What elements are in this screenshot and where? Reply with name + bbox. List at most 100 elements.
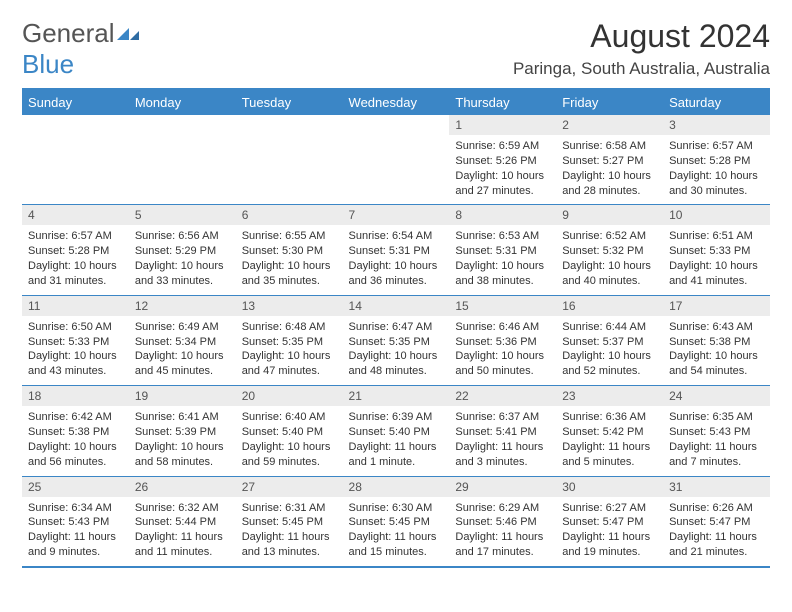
- weekday-header: Sunday: [22, 89, 129, 115]
- day-details: Sunrise: 6:47 AMSunset: 5:35 PMDaylight:…: [343, 316, 450, 385]
- weekday-header: Friday: [556, 89, 663, 115]
- weekday-header: Saturday: [663, 89, 770, 115]
- calendar-cell: 13Sunrise: 6:48 AMSunset: 5:35 PMDayligh…: [236, 295, 343, 385]
- day-details: Sunrise: 6:53 AMSunset: 5:31 PMDaylight:…: [449, 225, 556, 294]
- header: GeneralBlue August 2024 Paringa, South A…: [22, 18, 770, 80]
- day-details: Sunrise: 6:49 AMSunset: 5:34 PMDaylight:…: [129, 316, 236, 385]
- day-number: 8: [449, 205, 556, 225]
- calendar-cell: 23Sunrise: 6:36 AMSunset: 5:42 PMDayligh…: [556, 386, 663, 476]
- calendar-body: 1Sunrise: 6:59 AMSunset: 5:26 PMDaylight…: [22, 115, 770, 567]
- calendar-row: 1Sunrise: 6:59 AMSunset: 5:26 PMDaylight…: [22, 115, 770, 205]
- calendar-cell: 1Sunrise: 6:59 AMSunset: 5:26 PMDaylight…: [449, 115, 556, 205]
- calendar-table: SundayMondayTuesdayWednesdayThursdayFrid…: [22, 88, 770, 568]
- day-number: 9: [556, 205, 663, 225]
- calendar-cell: 10Sunrise: 6:51 AMSunset: 5:33 PMDayligh…: [663, 205, 770, 295]
- day-number: 5: [129, 205, 236, 225]
- day-details: Sunrise: 6:46 AMSunset: 5:36 PMDaylight:…: [449, 316, 556, 385]
- day-number: 26: [129, 477, 236, 497]
- day-number: 11: [22, 296, 129, 316]
- calendar-row: 4Sunrise: 6:57 AMSunset: 5:28 PMDaylight…: [22, 205, 770, 295]
- weekday-header: Tuesday: [236, 89, 343, 115]
- calendar-cell: 7Sunrise: 6:54 AMSunset: 5:31 PMDaylight…: [343, 205, 450, 295]
- calendar-cell: [129, 115, 236, 205]
- day-number: 6: [236, 205, 343, 225]
- day-number: 10: [663, 205, 770, 225]
- day-details: Sunrise: 6:59 AMSunset: 5:26 PMDaylight:…: [449, 135, 556, 204]
- calendar-cell: 14Sunrise: 6:47 AMSunset: 5:35 PMDayligh…: [343, 295, 450, 385]
- calendar-cell: 27Sunrise: 6:31 AMSunset: 5:45 PMDayligh…: [236, 476, 343, 567]
- calendar-cell: 20Sunrise: 6:40 AMSunset: 5:40 PMDayligh…: [236, 386, 343, 476]
- day-details: Sunrise: 6:31 AMSunset: 5:45 PMDaylight:…: [236, 497, 343, 566]
- day-number: 20: [236, 386, 343, 406]
- day-details: Sunrise: 6:44 AMSunset: 5:37 PMDaylight:…: [556, 316, 663, 385]
- calendar-cell: 4Sunrise: 6:57 AMSunset: 5:28 PMDaylight…: [22, 205, 129, 295]
- day-details: Sunrise: 6:26 AMSunset: 5:47 PMDaylight:…: [663, 497, 770, 566]
- day-details: Sunrise: 6:29 AMSunset: 5:46 PMDaylight:…: [449, 497, 556, 566]
- day-number: 19: [129, 386, 236, 406]
- day-number: 21: [343, 386, 450, 406]
- calendar-cell: 26Sunrise: 6:32 AMSunset: 5:44 PMDayligh…: [129, 476, 236, 567]
- logo-text-2: Blue: [22, 49, 74, 79]
- day-number: 31: [663, 477, 770, 497]
- calendar-cell: 5Sunrise: 6:56 AMSunset: 5:29 PMDaylight…: [129, 205, 236, 295]
- calendar-cell: 18Sunrise: 6:42 AMSunset: 5:38 PMDayligh…: [22, 386, 129, 476]
- calendar-row: 11Sunrise: 6:50 AMSunset: 5:33 PMDayligh…: [22, 295, 770, 385]
- calendar-cell: 25Sunrise: 6:34 AMSunset: 5:43 PMDayligh…: [22, 476, 129, 567]
- day-details: Sunrise: 6:37 AMSunset: 5:41 PMDaylight:…: [449, 406, 556, 475]
- day-details: Sunrise: 6:27 AMSunset: 5:47 PMDaylight:…: [556, 497, 663, 566]
- day-number: 23: [556, 386, 663, 406]
- day-number: 3: [663, 115, 770, 135]
- day-details: Sunrise: 6:58 AMSunset: 5:27 PMDaylight:…: [556, 135, 663, 204]
- day-details: Sunrise: 6:30 AMSunset: 5:45 PMDaylight:…: [343, 497, 450, 566]
- calendar-cell: 12Sunrise: 6:49 AMSunset: 5:34 PMDayligh…: [129, 295, 236, 385]
- calendar-cell: 8Sunrise: 6:53 AMSunset: 5:31 PMDaylight…: [449, 205, 556, 295]
- calendar-cell: 6Sunrise: 6:55 AMSunset: 5:30 PMDaylight…: [236, 205, 343, 295]
- day-details: Sunrise: 6:50 AMSunset: 5:33 PMDaylight:…: [22, 316, 129, 385]
- day-details: Sunrise: 6:34 AMSunset: 5:43 PMDaylight:…: [22, 497, 129, 566]
- day-number: 29: [449, 477, 556, 497]
- day-details: Sunrise: 6:48 AMSunset: 5:35 PMDaylight:…: [236, 316, 343, 385]
- day-details: Sunrise: 6:39 AMSunset: 5:40 PMDaylight:…: [343, 406, 450, 475]
- day-number: 7: [343, 205, 450, 225]
- logo-text-1: General: [22, 18, 115, 48]
- calendar-cell: 24Sunrise: 6:35 AMSunset: 5:43 PMDayligh…: [663, 386, 770, 476]
- day-details: Sunrise: 6:57 AMSunset: 5:28 PMDaylight:…: [22, 225, 129, 294]
- day-details: Sunrise: 6:55 AMSunset: 5:30 PMDaylight:…: [236, 225, 343, 294]
- calendar-cell: 3Sunrise: 6:57 AMSunset: 5:28 PMDaylight…: [663, 115, 770, 205]
- day-details: Sunrise: 6:41 AMSunset: 5:39 PMDaylight:…: [129, 406, 236, 475]
- day-number: 1: [449, 115, 556, 135]
- day-number: 12: [129, 296, 236, 316]
- day-details: Sunrise: 6:36 AMSunset: 5:42 PMDaylight:…: [556, 406, 663, 475]
- calendar-cell: 28Sunrise: 6:30 AMSunset: 5:45 PMDayligh…: [343, 476, 450, 567]
- location: Paringa, South Australia, Australia: [513, 59, 770, 79]
- day-details: Sunrise: 6:54 AMSunset: 5:31 PMDaylight:…: [343, 225, 450, 294]
- page-title: August 2024: [513, 18, 770, 55]
- calendar-cell: [343, 115, 450, 205]
- day-number: 2: [556, 115, 663, 135]
- day-details: Sunrise: 6:57 AMSunset: 5:28 PMDaylight:…: [663, 135, 770, 204]
- day-number: 27: [236, 477, 343, 497]
- day-details: Sunrise: 6:51 AMSunset: 5:33 PMDaylight:…: [663, 225, 770, 294]
- day-number: 15: [449, 296, 556, 316]
- day-details: Sunrise: 6:52 AMSunset: 5:32 PMDaylight:…: [556, 225, 663, 294]
- calendar-cell: 30Sunrise: 6:27 AMSunset: 5:47 PMDayligh…: [556, 476, 663, 567]
- day-number: 17: [663, 296, 770, 316]
- calendar-cell: 19Sunrise: 6:41 AMSunset: 5:39 PMDayligh…: [129, 386, 236, 476]
- calendar-cell: [236, 115, 343, 205]
- day-details: Sunrise: 6:35 AMSunset: 5:43 PMDaylight:…: [663, 406, 770, 475]
- calendar-cell: 29Sunrise: 6:29 AMSunset: 5:46 PMDayligh…: [449, 476, 556, 567]
- calendar-row: 18Sunrise: 6:42 AMSunset: 5:38 PMDayligh…: [22, 386, 770, 476]
- calendar-cell: 31Sunrise: 6:26 AMSunset: 5:47 PMDayligh…: [663, 476, 770, 567]
- day-details: Sunrise: 6:56 AMSunset: 5:29 PMDaylight:…: [129, 225, 236, 294]
- logo-icon: [117, 18, 141, 49]
- calendar-cell: 15Sunrise: 6:46 AMSunset: 5:36 PMDayligh…: [449, 295, 556, 385]
- weekday-header: Wednesday: [343, 89, 450, 115]
- day-number: 14: [343, 296, 450, 316]
- calendar-cell: 2Sunrise: 6:58 AMSunset: 5:27 PMDaylight…: [556, 115, 663, 205]
- day-number: 13: [236, 296, 343, 316]
- weekday-header: Monday: [129, 89, 236, 115]
- title-block: August 2024 Paringa, South Australia, Au…: [513, 18, 770, 79]
- day-number: 24: [663, 386, 770, 406]
- day-number: 30: [556, 477, 663, 497]
- logo: GeneralBlue: [22, 18, 141, 80]
